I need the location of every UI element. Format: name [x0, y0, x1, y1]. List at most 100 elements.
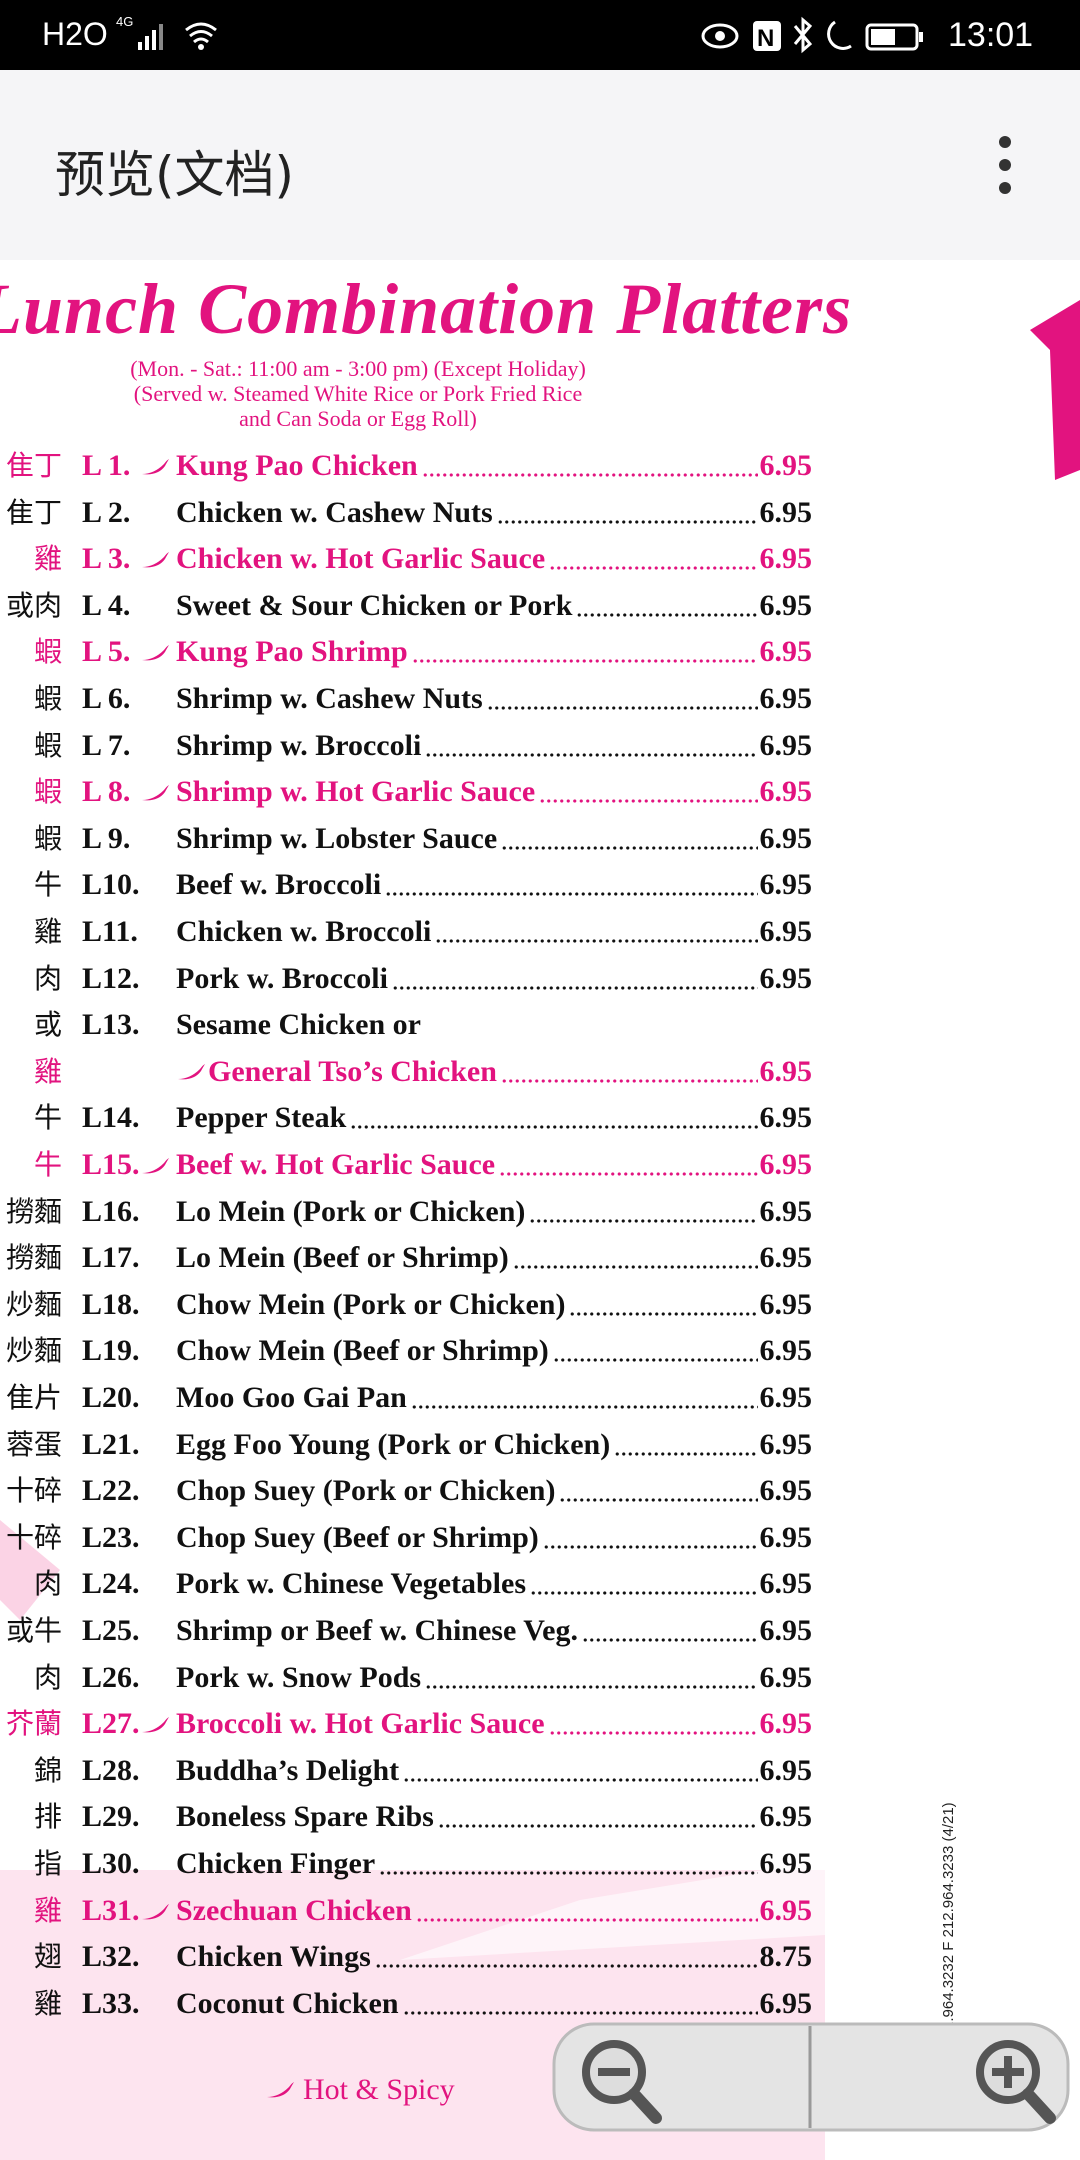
item-name: Beef w. Hot Garlic Sauce: [176, 1148, 496, 1181]
item-line: Chicken w. Broccoli 6.95: [176, 912, 812, 952]
dot-leader: [552, 1358, 758, 1363]
item-line: Buddha’s Delight 6.95: [176, 1751, 812, 1791]
menu-row: 肉 L12. Pork w. Broccoli 6.95: [0, 959, 1080, 999]
item-code: L28.: [82, 1753, 140, 1787]
zoom-in[interactable]: [976, 2040, 1056, 2124]
item-price: 6.95: [759, 449, 813, 482]
item-name: Pork w. Snow Pods: [176, 1660, 422, 1694]
item-price: 6.95: [759, 1474, 813, 1508]
chinese-name: 蝦: [33, 728, 62, 762]
chinese-name: 蝦: [33, 635, 62, 669]
menu-row: 十碎 L23. Chop Suey (Beef or Shrimp) 6.95: [0, 1518, 1080, 1558]
menu-row: 指 L30. Chicken Finger 6.95: [0, 1844, 1080, 1884]
brush-stroke: [400, 1860, 825, 1960]
dot-leader: [569, 1311, 758, 1316]
item-price: 6.95: [759, 728, 813, 762]
clock: 13:01: [948, 16, 1034, 54]
menu-row: 雞 L31. Szechuan Chicken 6.95: [0, 1891, 1080, 1931]
item-price: 6.95: [759, 1520, 813, 1554]
item-code: L 4.: [82, 588, 131, 622]
item-name: Chop Suey (Beef or Shrimp): [176, 1520, 539, 1554]
item-price: 6.95: [759, 1614, 813, 1647]
item-line: Broccoli w. Hot Garlic Sauce 6.95: [176, 1704, 812, 1744]
item-name: Chicken w. Broccoli: [176, 915, 432, 948]
pepper-icon: [142, 552, 169, 568]
menu-row: 雞 L33. Coconut Chicken 6.95: [0, 1984, 1080, 2024]
item-line: Chicken Finger 6.95: [176, 1844, 812, 1884]
item-name: Pepper Steak: [176, 1101, 347, 1135]
dot-leader: [410, 1405, 758, 1409]
item-price: 6.95: [759, 682, 813, 715]
pepper-icon: [142, 459, 169, 475]
pepper-icon: [142, 1717, 169, 1733]
item-line: Chop Suey (Beef or Shrimp) 6.95: [176, 1518, 812, 1558]
item-price: 6.95: [759, 1054, 813, 1088]
item-code: L 6.: [82, 682, 131, 715]
item-line: Chicken w. Cashew Nuts 6.95: [176, 493, 812, 533]
item-code: L32.: [82, 1940, 140, 1974]
item-name: Chicken w. Cashew Nuts: [176, 495, 493, 529]
item-price: 6.95: [759, 635, 813, 669]
item-code: L29.: [82, 1800, 140, 1834]
pepper-icon: [142, 1158, 169, 1174]
chinese-name: 芥蘭: [5, 1707, 62, 1741]
item-line: Chicken w. Hot Garlic Sauce 6.95: [176, 539, 812, 579]
item-line: Sweet & Sour Chicken or Pork 6.95: [176, 586, 812, 626]
item-name: Chow Mein (Pork or Chicken): [176, 1287, 566, 1321]
item-code: L31.: [82, 1893, 140, 1927]
dot-leader: [559, 1498, 758, 1503]
item-code: L11.: [82, 915, 138, 948]
item-name: Szechuan Chicken: [176, 1893, 412, 1927]
legend: Hot & Spicy: [265, 2073, 455, 2107]
menu-row: 蝦 L 8. Shrimp w. Hot Garlic Sauce 6.95: [0, 772, 1080, 812]
item-code: L26.: [82, 1660, 140, 1694]
chinese-name: 牛: [33, 1148, 62, 1181]
item-line: Pork w. Snow Pods 6.95: [176, 1658, 812, 1698]
item-code: L33.: [82, 1986, 140, 2020]
menu-row: 或牛 L25. Shrimp or Beef w. Chinese Veg. 6.95: [0, 1611, 1080, 1651]
signal-wifi-icons: [138, 22, 217, 50]
menu-row: 肉 L24. Pork w. Chinese Vegetables 6.95: [0, 1564, 1080, 1604]
menu-row: 雞 L11. Chicken w. Broccoli 6.95: [0, 912, 1080, 952]
menu-row: 炒麵 L18. Chow Mein (Pork or Chicken) 6.95: [0, 1285, 1080, 1325]
zoom-out[interactable]: [582, 2040, 662, 2124]
dot-leader: [548, 1731, 758, 1736]
item-code: L25.: [82, 1614, 140, 1647]
item-code: L27.: [82, 1707, 140, 1741]
menu-row: 芥蘭 L27. Broccoli w. Hot Garlic Sauce 6.95: [0, 1704, 1080, 1744]
menu-row: 排 L29. Boneless Spare Ribs 6.95: [0, 1797, 1080, 1837]
chinese-name: 炒麵: [5, 1334, 62, 1368]
menu-row: 隹丁 L 2. Chicken w. Cashew Nuts 6.95: [0, 493, 1080, 533]
item-name: Buddha’s Delight: [176, 1753, 400, 1787]
subtitle-line: and Can Soda or Egg Roll): [239, 406, 477, 431]
item-code: L 8.: [82, 775, 131, 809]
more-menu[interactable]: [990, 132, 1020, 202]
item-line: Pork w. Broccoli 6.95: [176, 959, 812, 999]
item-name: Boneless Spare Ribs: [176, 1800, 434, 1834]
item-name: Shrimp w. Lobster Sauce: [176, 821, 498, 855]
dot-leader: [549, 566, 758, 571]
item-name: Chicken w. Hot Garlic Sauce: [176, 542, 546, 576]
item-price: 6.95: [759, 1893, 813, 1927]
dot-leader: [437, 1824, 758, 1829]
item-code: L17.: [82, 1241, 140, 1275]
chinese-name: 十碎: [5, 1474, 62, 1508]
item-line: Coconut Chicken 6.95: [176, 1984, 812, 2024]
item-price: 6.95: [759, 1800, 813, 1834]
item-code: L30.: [82, 1847, 140, 1880]
item-name: Sweet & Sour Chicken or Pork: [176, 588, 573, 622]
dot-leader: [500, 1078, 758, 1083]
item-name: Chicken Wings: [176, 1940, 371, 1974]
menu-row: 或肉 L 4. Sweet & Sour Chicken or Pork 6.95: [0, 586, 1080, 626]
item-line: Egg Foo Young (Pork or Chicken) 6.95: [176, 1425, 812, 1465]
chinese-name: 雞: [33, 1893, 62, 1927]
dot-leader: [499, 1172, 758, 1176]
item-code: L20.: [82, 1381, 140, 1414]
item-price: 6.95: [759, 1381, 813, 1414]
carrier: H2O: [42, 16, 108, 52]
menu-row: 蝦 L 7. Shrimp w. Broccoli 6.95: [0, 726, 1080, 766]
menu-row: 隹片 L20. Moo Goo Gai Pan 6.95: [0, 1378, 1080, 1418]
chinese-name: 肉: [33, 1660, 62, 1694]
pepper-icon: [142, 645, 169, 661]
dot-leader: [576, 612, 758, 617]
